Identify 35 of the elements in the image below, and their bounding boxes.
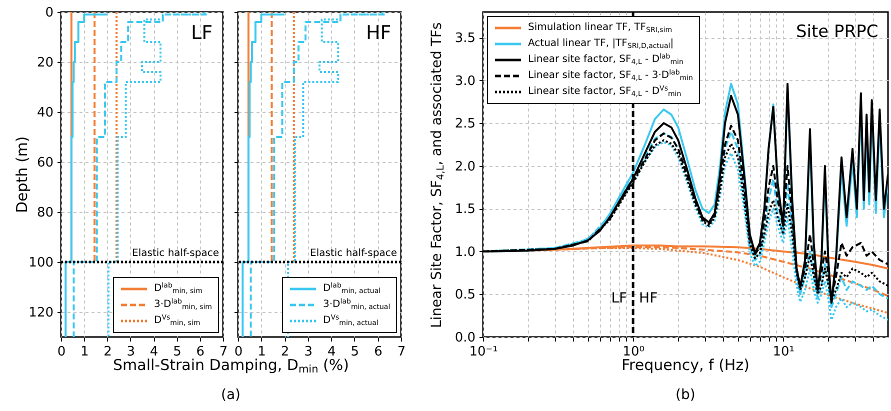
y-tick-label: 3.5 [454, 31, 476, 46]
y-tick-label: 80 [36, 206, 54, 220]
y-tick-label: 0.5 [454, 288, 476, 303]
annotation: HF [639, 290, 658, 307]
x-tick-label: 2 [104, 344, 112, 360]
x-tick-label: 10¹ [772, 344, 794, 360]
y-tick-label: 60 [36, 156, 54, 170]
y-tick-label: 2.0 [454, 159, 476, 174]
y-tick-label: 0.0 [454, 330, 476, 346]
y-tick-label: 0 [45, 6, 54, 20]
legend-label: Simulation linear TF, TF$_{SRI,sim}$ [528, 21, 672, 36]
x-tick-label: 1 [80, 344, 89, 360]
annotation: LF [191, 22, 213, 44]
y-axis-title: Depth (m) [13, 136, 31, 213]
x-tick-label: 7 [397, 344, 406, 360]
ref-line-label: Elastic half-space [132, 248, 219, 259]
y-tick-label: 1.0 [454, 244, 476, 260]
x-tick-label: 10⁻¹ [469, 344, 498, 360]
annotation: LF [611, 290, 628, 307]
annotation: HF [366, 22, 392, 44]
y-tick-label: 20 [36, 56, 54, 70]
x-tick-label: 6 [374, 344, 382, 360]
y-tick-label: 2.5 [454, 116, 476, 132]
y-tick-label: 1.5 [454, 202, 476, 218]
legend-label: Actual linear TF, |TF$_{SRI,D,actual}$| [528, 37, 674, 52]
y-tick-label: 3.0 [454, 74, 476, 89]
text: (a) [221, 387, 241, 403]
y-tick-label: 100 [28, 256, 54, 270]
annotation: Site PRPC [796, 22, 878, 42]
y-tick-label: 120 [28, 306, 54, 320]
y-tick-label: 40 [36, 106, 54, 120]
ref-line-label: Elastic half-space [310, 248, 397, 259]
x-tick-label: 5 [350, 344, 360, 360]
text: (b) [676, 387, 696, 403]
x-tick-label: 0 [57, 344, 66, 360]
